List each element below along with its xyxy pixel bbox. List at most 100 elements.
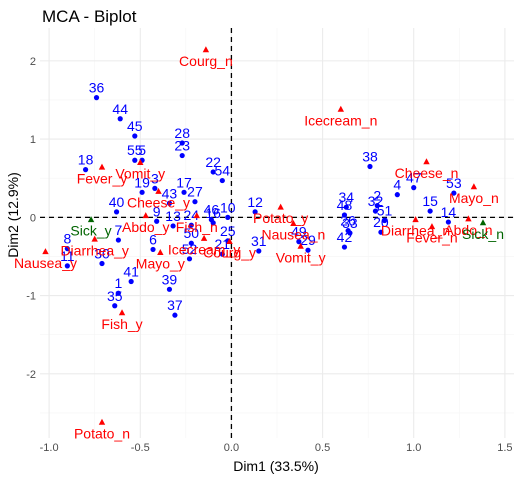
individual-label: 48 bbox=[337, 197, 353, 213]
individual-point bbox=[166, 200, 173, 206]
individual-point bbox=[347, 230, 353, 236]
individual-point bbox=[139, 189, 145, 195]
individual-point bbox=[117, 116, 123, 122]
individual-point bbox=[113, 209, 120, 215]
individual-point bbox=[99, 260, 105, 267]
individual-label: 27 bbox=[187, 184, 203, 200]
individual-point bbox=[172, 312, 178, 318]
x-tick-label: 1.5 bbox=[497, 442, 512, 454]
individual-point bbox=[115, 237, 121, 243]
variable-label: Mayo_y bbox=[136, 256, 185, 272]
individual-point bbox=[252, 209, 258, 215]
y-axis-label: Dim2 (12.9%) bbox=[5, 172, 21, 258]
variable-point bbox=[202, 46, 210, 53]
individual-point bbox=[170, 223, 176, 229]
individual-label: 37 bbox=[167, 297, 183, 313]
individual-point bbox=[341, 244, 348, 250]
individual-point bbox=[132, 133, 138, 139]
individual-label: 38 bbox=[362, 148, 378, 164]
individual-label: 1 bbox=[114, 275, 122, 291]
individual-point bbox=[256, 248, 262, 254]
variable-label: Vomit_y bbox=[115, 166, 165, 182]
individual-label: 12 bbox=[247, 194, 263, 210]
individual-point bbox=[372, 208, 379, 214]
variable-point bbox=[118, 309, 126, 316]
individual-point bbox=[179, 152, 185, 159]
variable-point bbox=[423, 158, 430, 165]
variable-label: Fish_n bbox=[176, 219, 218, 235]
individual-label: 24 bbox=[184, 207, 200, 223]
individual-point bbox=[152, 185, 158, 192]
individual-point bbox=[451, 190, 457, 196]
individual-label: 25 bbox=[220, 223, 236, 239]
individual-point bbox=[225, 214, 231, 220]
individual-label: 47 bbox=[406, 170, 422, 186]
variable-point bbox=[193, 212, 200, 219]
variable-label: Nausea_y bbox=[14, 255, 77, 271]
individual-label: 13 bbox=[165, 208, 181, 224]
individual-label: 8 bbox=[63, 231, 71, 247]
individual-point bbox=[192, 199, 198, 205]
variable-label: Abdo_n bbox=[444, 222, 492, 238]
variable-point bbox=[465, 215, 472, 222]
individual-point bbox=[82, 167, 89, 173]
individual-label: 42 bbox=[337, 229, 353, 245]
y-tick-label: -2 bbox=[26, 369, 36, 381]
individual-point bbox=[305, 247, 311, 253]
variable-label: Fever_n bbox=[406, 230, 457, 246]
individual-point bbox=[296, 239, 302, 245]
individual-label: 53 bbox=[446, 175, 462, 191]
individual-label: 45 bbox=[127, 118, 143, 134]
individual-label: 15 bbox=[422, 193, 438, 209]
individual-point bbox=[343, 204, 349, 210]
variable-point bbox=[42, 248, 49, 255]
variable-point bbox=[155, 187, 162, 194]
individual-label: 40 bbox=[109, 194, 125, 210]
individual-label: 34 bbox=[338, 189, 354, 205]
variable-label: Nausea_n bbox=[261, 227, 325, 243]
individual-point bbox=[219, 177, 225, 184]
individual-label: 30 bbox=[94, 246, 110, 262]
individual-point bbox=[150, 246, 156, 253]
individual-point bbox=[378, 229, 384, 235]
individual-label: 14 bbox=[441, 204, 457, 220]
variable-label: Potato_n bbox=[74, 425, 130, 441]
individual-label: 32 bbox=[368, 193, 384, 209]
individual-point bbox=[367, 163, 373, 170]
individual-label: 28 bbox=[174, 125, 190, 141]
x-tick-label: 1.0 bbox=[406, 442, 421, 454]
individual-label: 39 bbox=[162, 271, 178, 287]
individual-label: 41 bbox=[123, 264, 139, 280]
variable-point bbox=[98, 163, 106, 170]
individual-label: 5 bbox=[138, 142, 146, 158]
variable-label: Mayo_n bbox=[449, 190, 499, 206]
individual-label: 7 bbox=[114, 222, 122, 238]
individual-point bbox=[341, 212, 348, 218]
individual-point bbox=[154, 218, 160, 224]
individual-point bbox=[112, 303, 118, 309]
individual-point bbox=[374, 203, 380, 209]
individual-point bbox=[179, 140, 185, 146]
individual-label: 31 bbox=[251, 233, 267, 249]
individual-point bbox=[188, 222, 194, 228]
individual-point bbox=[381, 217, 388, 224]
variable-label: Diarrhea_y bbox=[60, 242, 128, 258]
individual-point bbox=[64, 246, 70, 252]
individual-point bbox=[219, 251, 225, 257]
individual-label: 46 bbox=[204, 202, 220, 218]
individual-label: 10 bbox=[220, 199, 236, 215]
individual-point bbox=[411, 185, 417, 191]
individual-label: 18 bbox=[78, 152, 94, 168]
individual-label: 29 bbox=[300, 232, 316, 248]
individual-label: 16 bbox=[205, 205, 221, 221]
individual-label: 2 bbox=[373, 188, 381, 204]
x-tick-label: -0.5 bbox=[131, 442, 150, 454]
individual-label: 6 bbox=[149, 231, 157, 247]
variable-point bbox=[87, 216, 95, 223]
individual-label: 43 bbox=[162, 185, 178, 201]
individual-point bbox=[394, 192, 400, 198]
variable-point bbox=[91, 235, 98, 242]
individual-point bbox=[166, 286, 173, 292]
